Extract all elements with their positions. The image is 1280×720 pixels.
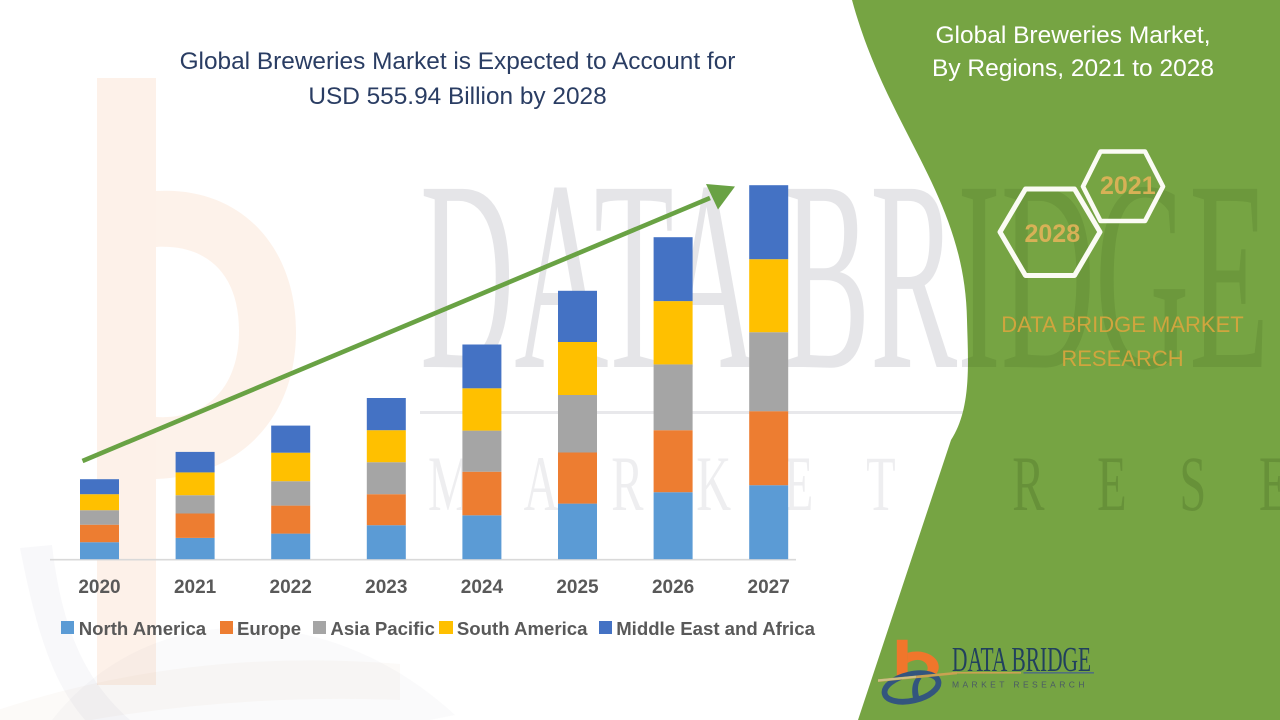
svg-text:MARKET RESEARCH: MARKET RESEARCH — [952, 680, 1088, 690]
svg-text:DATA BRIDGE: DATA BRIDGE — [952, 641, 1091, 679]
svg-text:MARKET RESEARCH: MARKET RESEARCH — [428, 441, 1280, 528]
svg-text:DATA BRIDGE: DATA BRIDGE — [420, 126, 1269, 427]
